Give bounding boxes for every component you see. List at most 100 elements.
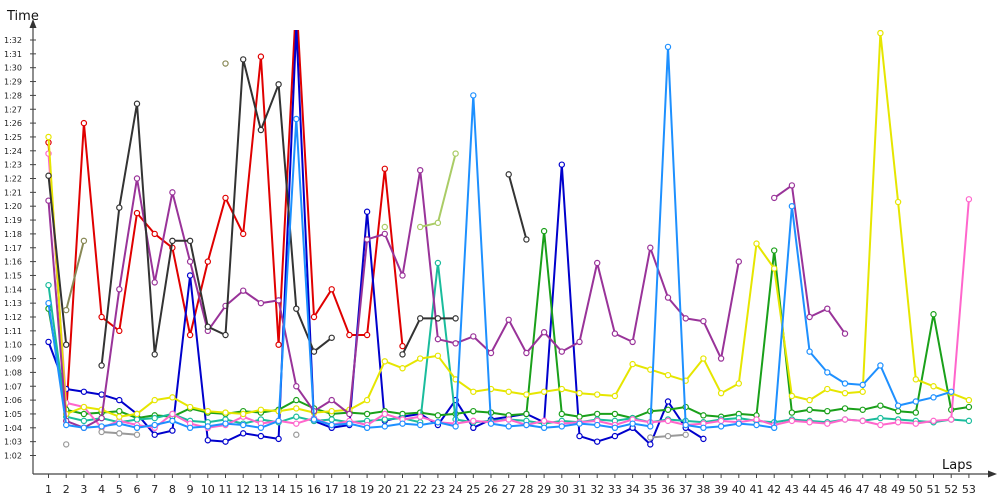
data-point [275, 297, 282, 304]
data-point [257, 424, 265, 431]
data-point [717, 389, 725, 397]
y-axis-arrow [29, 19, 37, 28]
data-point [912, 398, 920, 405]
x-tick-label: 49 [891, 483, 905, 496]
data-point [116, 396, 123, 404]
series-line [47, 32, 970, 418]
data-point [381, 410, 388, 418]
data-point [399, 351, 406, 358]
x-tick-label: 17 [325, 483, 339, 496]
data-point [540, 388, 548, 395]
data-point [806, 348, 813, 355]
data-point [186, 237, 194, 245]
data-point [771, 247, 778, 254]
data-point [186, 331, 194, 339]
data-point [417, 166, 424, 174]
x-tick-label: 45 [820, 483, 834, 496]
data-point [98, 391, 105, 398]
data-point [275, 417, 282, 425]
data-point [788, 409, 796, 416]
x-tick-label: 23 [431, 483, 445, 496]
data-point [293, 413, 300, 420]
data-point [239, 230, 247, 238]
data-point [98, 414, 105, 422]
x-tick-label: 16 [307, 483, 321, 496]
data-point [629, 338, 636, 346]
data-point [363, 208, 371, 215]
series-6 [45, 30, 973, 420]
data-point [470, 92, 477, 99]
data-point [788, 202, 796, 210]
data-point [98, 362, 105, 369]
data-point [222, 420, 229, 427]
x-tick-label: 1 [45, 483, 52, 496]
data-point [45, 299, 52, 307]
data-point [346, 420, 353, 427]
y-tick-label: 1:04 [4, 424, 22, 433]
data-point [611, 392, 619, 400]
x-tick-label: 44 [803, 483, 817, 496]
data-point [293, 431, 300, 438]
data-point [222, 194, 229, 202]
data-point [45, 338, 52, 346]
data-point [771, 194, 778, 202]
x-tick-label: 53 [962, 483, 976, 496]
data-point [186, 258, 194, 265]
data-point [594, 421, 601, 429]
y-tick-label: 1:22 [4, 175, 22, 184]
data-point [328, 334, 335, 341]
x-tick-label: 46 [838, 483, 852, 496]
y-tick-label: 1:17 [4, 244, 22, 253]
plot-area [45, 0, 973, 448]
data-point [771, 265, 778, 272]
x-tick-label: 33 [608, 483, 622, 496]
data-point [700, 424, 707, 431]
data-point [788, 417, 796, 425]
data-point [151, 431, 158, 438]
data-point [98, 423, 105, 430]
data-point [576, 413, 583, 420]
data-point [363, 424, 371, 431]
x-tick-label: 47 [856, 483, 870, 496]
data-point [576, 420, 583, 427]
data-point [169, 417, 176, 425]
x-tick-label: 5 [116, 483, 123, 496]
series-8 [45, 56, 530, 369]
x-tick-label: 42 [767, 483, 781, 496]
data-point [505, 171, 512, 178]
data-point [894, 198, 902, 206]
data-point [293, 383, 300, 390]
data-point [523, 421, 530, 429]
data-point [45, 133, 52, 141]
data-point [452, 150, 459, 157]
data-point [294, 0, 299, 1]
data-point [523, 391, 530, 398]
data-point [434, 412, 442, 419]
data-point [753, 416, 760, 423]
data-point [877, 421, 884, 429]
data-point [841, 380, 849, 387]
x-tick-label: 12 [236, 483, 250, 496]
data-point [505, 388, 512, 395]
x-tick-label: 50 [909, 483, 923, 496]
data-point [806, 419, 813, 426]
data-point [912, 409, 920, 416]
data-point [80, 237, 88, 245]
data-point [151, 421, 158, 429]
data-point [434, 315, 442, 322]
data-point [700, 412, 707, 419]
series-9 [62, 60, 229, 314]
y-tick-label: 1:16 [4, 258, 22, 267]
data-point [611, 410, 619, 418]
data-point [540, 417, 548, 425]
data-point [930, 417, 937, 425]
x-tick-label: 15 [289, 483, 303, 496]
x-tick-label: 34 [626, 483, 640, 496]
data-point [186, 272, 194, 279]
x-tick-label: 32 [590, 483, 604, 496]
x-tick-label: 35 [643, 483, 657, 496]
data-point [558, 348, 566, 355]
data-point [204, 323, 211, 330]
data-point [239, 287, 247, 294]
data-point [239, 421, 247, 429]
